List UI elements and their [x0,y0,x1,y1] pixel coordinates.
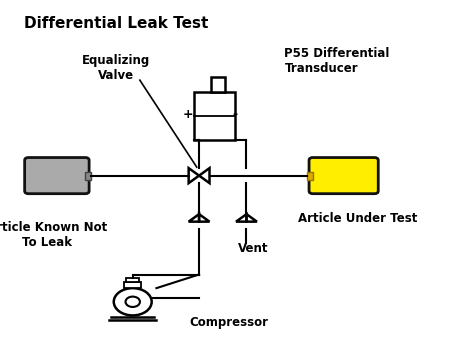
FancyBboxPatch shape [309,158,378,194]
Text: Article Under Test: Article Under Test [298,212,418,225]
Text: P55 Differential
Transducer: P55 Differential Transducer [284,47,390,75]
FancyBboxPatch shape [25,158,89,194]
Bar [124,282,141,288]
Bar [211,77,225,92]
Bar [85,172,91,180]
Text: Vent: Vent [238,242,269,255]
Bar [194,92,235,140]
Text: Article Known Not
To Leak: Article Known Not To Leak [0,221,108,249]
Text: +: + [182,108,193,121]
Bar [126,278,139,282]
Text: Equalizing
Valve: Equalizing Valve [82,54,150,82]
Text: Differential Leak Test: Differential Leak Test [24,16,208,31]
Bar [307,172,313,180]
Text: -: - [233,108,237,121]
Text: Compressor: Compressor [190,316,269,329]
